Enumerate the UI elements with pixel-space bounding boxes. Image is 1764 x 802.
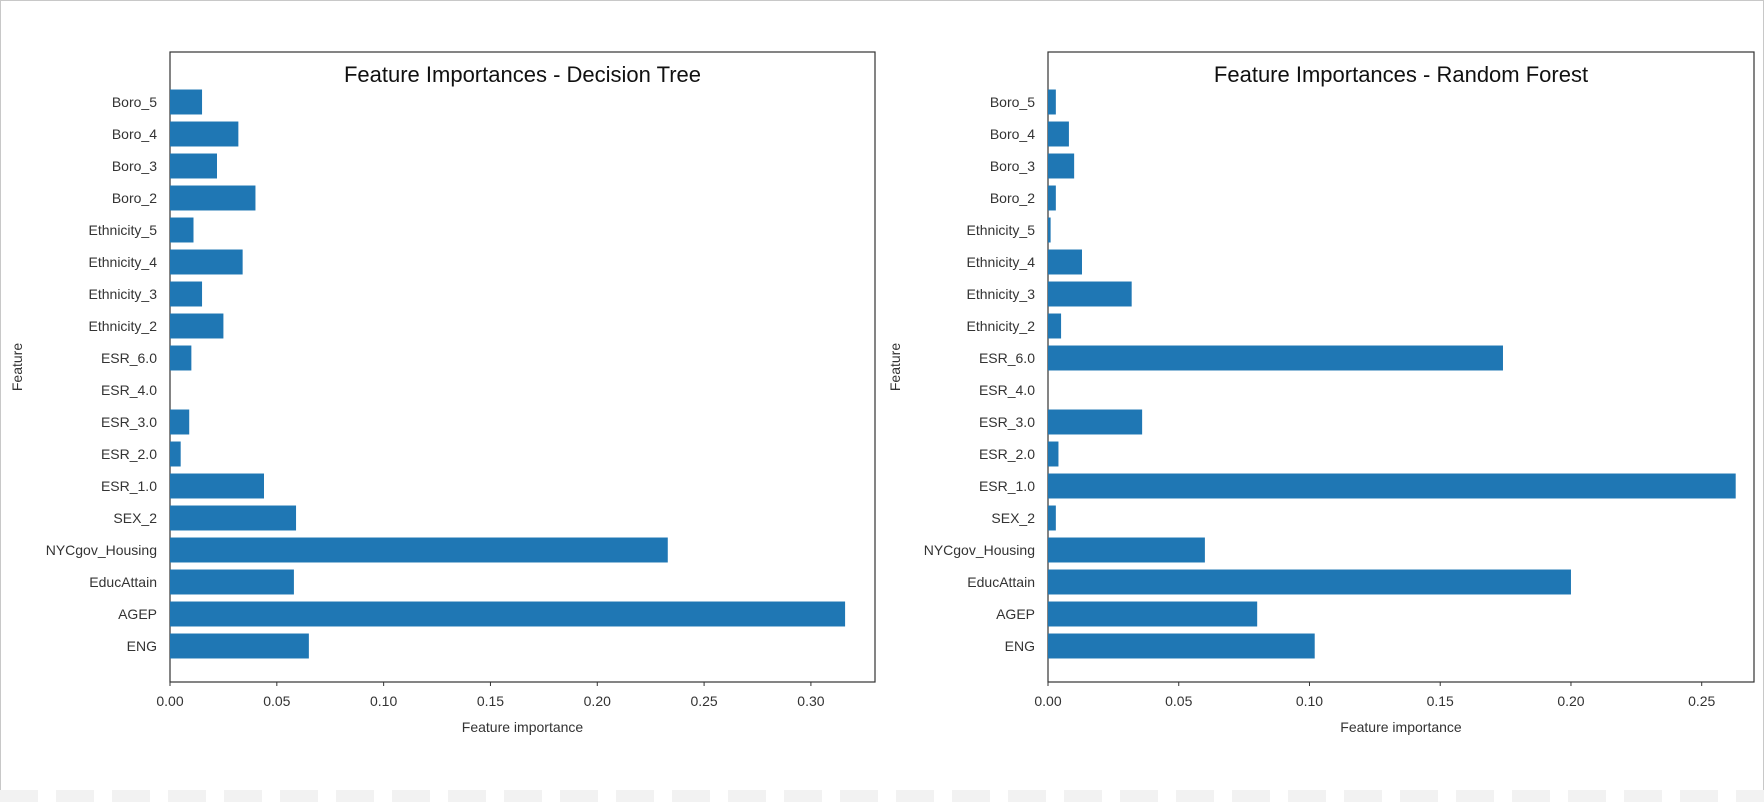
rf-xtick-label: 0.25 <box>1688 693 1715 709</box>
dt-bar-ethnicity-2 <box>170 313 224 339</box>
rf-chart-panel: ENG AGEP EducAttain NYCgov_Housing SEX_2 ESR_… <box>887 51 1755 735</box>
dt-ytick-label: Ethnicity_5 <box>89 222 158 238</box>
dt-ytick-label: Boro_5 <box>112 94 157 110</box>
dt-ytick-label: NYCgov_Housing <box>46 542 157 558</box>
rf-ytick-label: ESR_3.0 <box>979 414 1035 430</box>
rf-bar-boro-4 <box>1048 121 1069 147</box>
rf-bar-eng <box>1048 633 1315 659</box>
dt-bar-esr-6-0 <box>170 345 192 371</box>
dt-bar-ethnicity-5 <box>170 217 194 243</box>
rf-bar-ethnicity-3 <box>1048 281 1132 307</box>
dt-xtick-label: 0.20 <box>584 693 611 709</box>
dt-xtick-label: 0.00 <box>156 693 183 709</box>
dt-xtick-label: 0.30 <box>797 693 824 709</box>
rf-ytick-label: Ethnicity_4 <box>967 254 1036 270</box>
rf-ytick-label: Boro_5 <box>990 94 1035 110</box>
dt-xtick-label: 0.05 <box>263 693 290 709</box>
dt-xtick-label: 0.25 <box>690 693 717 709</box>
rf-bar-ethnicity-2 <box>1048 313 1062 339</box>
dt-bar-esr-1-0 <box>170 473 264 499</box>
rf-xtick-label: 0.05 <box>1165 693 1192 709</box>
dt-bar-educattain <box>170 569 294 595</box>
dt-ytick-label: Boro_4 <box>112 126 157 142</box>
rf-bar-ethnicity-4 <box>1048 249 1082 275</box>
rf-bar-nycgov-housing <box>1048 537 1205 563</box>
rf-ytick-label: Ethnicity_2 <box>967 318 1036 334</box>
dt-bar-sex-2 <box>170 505 297 531</box>
rf-ytick-label: ENG <box>1005 638 1035 654</box>
rf-xtick-label: 0.00 <box>1034 693 1061 709</box>
dt-ytick-label: Ethnicity_3 <box>89 286 158 302</box>
rf-bar-esr-3-0 <box>1048 409 1143 435</box>
dt-bar-boro-3 <box>170 153 217 179</box>
dt-chart-title: Feature Importances - Decision Tree <box>344 62 701 87</box>
dt-ytick-label: AGEP <box>118 606 157 622</box>
dt-bar-boro-4 <box>170 121 239 147</box>
dt-xtick-label: 0.10 <box>370 693 397 709</box>
dt-ytick-label: EducAttain <box>89 574 157 590</box>
dt-ytick-label: ESR_4.0 <box>101 382 157 398</box>
rf-ytick-label: AGEP <box>996 606 1035 622</box>
rf-bar-ethnicity-5 <box>1048 217 1051 243</box>
dt-bar-boro-5 <box>170 89 203 115</box>
rf-ytick-label: Boro_3 <box>990 158 1035 174</box>
dt-bar-ethnicity-3 <box>170 281 203 307</box>
bottom-strip <box>0 790 1764 802</box>
rf-x-axis-label: Feature importance <box>1340 719 1462 735</box>
rf-ytick-label: ESR_2.0 <box>979 446 1035 462</box>
dt-ytick-label: ESR_1.0 <box>101 478 157 494</box>
rf-bar-boro-3 <box>1048 153 1075 179</box>
rf-xtick-label: 0.15 <box>1427 693 1454 709</box>
rf-ytick-label: Ethnicity_3 <box>967 286 1036 302</box>
rf-bar-esr-1-0 <box>1048 473 1736 499</box>
dt-y-axis-label: Feature <box>9 343 25 391</box>
rf-ytick-label: ESR_6.0 <box>979 350 1035 366</box>
dt-ytick-label: ESR_6.0 <box>101 350 157 366</box>
dt-ytick-label: ESR_3.0 <box>101 414 157 430</box>
rf-bar-esr-2-0 <box>1048 441 1059 467</box>
dt-bar-agep <box>170 601 846 627</box>
rf-ytick-label: Ethnicity_5 <box>967 222 1036 238</box>
rf-ytick-label: Boro_4 <box>990 126 1035 142</box>
dt-bar-eng <box>170 633 309 659</box>
dt-ytick-label: ENG <box>127 638 157 654</box>
rf-bar-sex-2 <box>1048 505 1056 531</box>
rf-ytick-label: NYCgov_Housing <box>924 542 1035 558</box>
rf-y-axis-label: Feature <box>887 343 903 391</box>
dt-ytick-label: Boro_2 <box>112 190 157 206</box>
dt-bar-esr-3-0 <box>170 409 190 435</box>
dt-ytick-label: Ethnicity_2 <box>89 318 158 334</box>
dt-bar-esr-2-0 <box>170 441 181 467</box>
rf-ytick-label: ESR_4.0 <box>979 382 1035 398</box>
rf-bar-educattain <box>1048 569 1571 595</box>
dt-ytick-label: Ethnicity_4 <box>89 254 158 270</box>
dt-bar-ethnicity-4 <box>170 249 243 275</box>
dt-bar-boro-2 <box>170 185 256 211</box>
dt-xtick-label: 0.15 <box>477 693 504 709</box>
rf-ytick-label: SEX_2 <box>991 510 1035 526</box>
rf-bar-boro-5 <box>1048 89 1056 115</box>
rf-xtick-label: 0.10 <box>1296 693 1323 709</box>
dt-ytick-label: ESR_2.0 <box>101 446 157 462</box>
rf-chart-title: Feature Importances - Random Forest <box>1214 62 1588 87</box>
dt-ytick-label: Boro_3 <box>112 158 157 174</box>
dt-ytick-label: SEX_2 <box>113 510 157 526</box>
rf-bar-agep <box>1048 601 1258 627</box>
rf-bar-boro-2 <box>1048 185 1056 211</box>
rf-xtick-label: 0.20 <box>1557 693 1584 709</box>
dt-x-axis-label: Feature importance <box>462 719 584 735</box>
rf-ytick-label: ESR_1.0 <box>979 478 1035 494</box>
rf-ytick-label: Boro_2 <box>990 190 1035 206</box>
dt-chart-panel: ENG AGEP EducAttain NYCgov_Housing SEX_2 ESR_… <box>9 51 876 735</box>
dt-bar-nycgov-housing <box>170 537 668 563</box>
rf-bar-esr-6-0 <box>1048 345 1503 371</box>
rf-ytick-label: EducAttain <box>967 574 1035 590</box>
